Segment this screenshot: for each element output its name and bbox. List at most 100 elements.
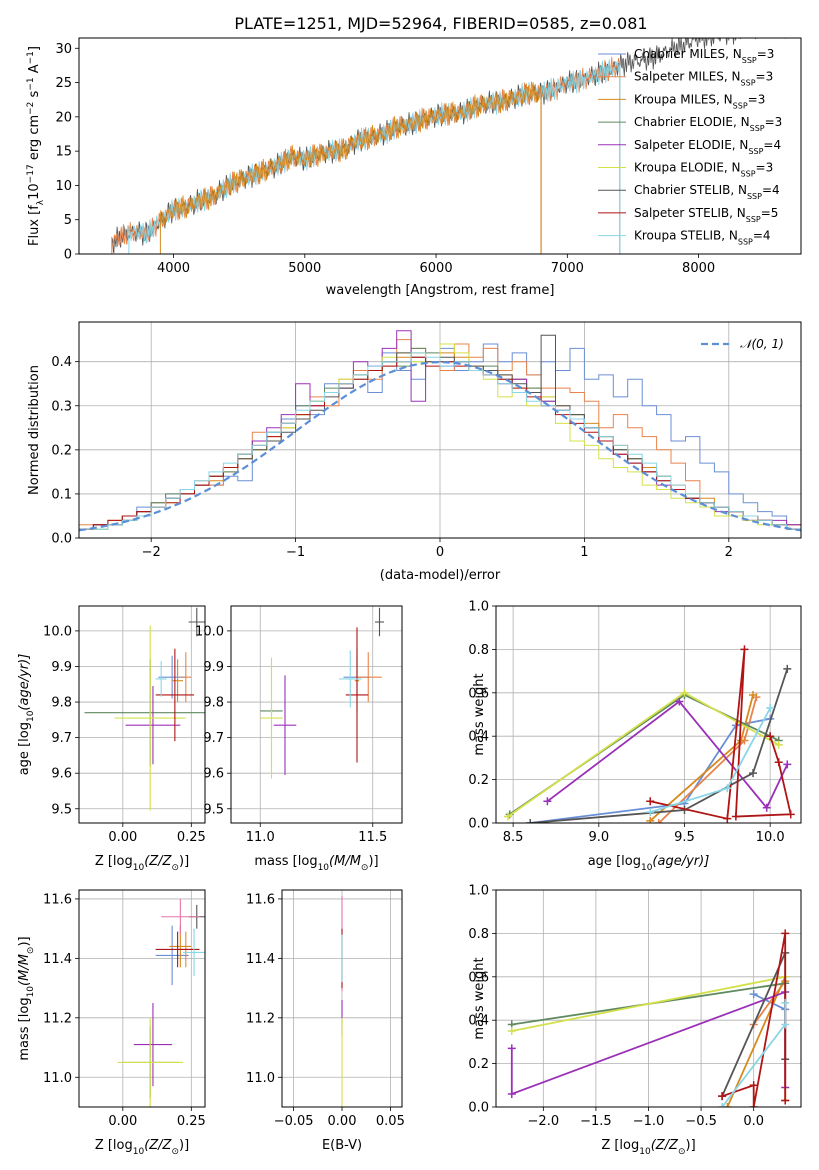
legend-sub: SSP — [741, 78, 756, 87]
weight-vs-age-point-marker — [731, 812, 740, 821]
age-vs-mass-ytick-label: 9.7 — [203, 731, 224, 746]
weight-vs-Z-point-marker — [507, 1027, 516, 1036]
weight-vs-age-point-marker — [762, 803, 771, 812]
weight-vs-Z-ytick-label: 0.2 — [468, 1057, 489, 1072]
age-vs-Z-xlabel: Z [log10(Z/Z⊙)] — [95, 854, 189, 873]
weight-vs-age-point-marker — [723, 784, 732, 793]
spectrum-ytick-label: 10 — [55, 179, 72, 194]
mass-vs-Z-frame — [78, 889, 206, 1108]
weight-vs-age-xlabel-xlabel: age [log — [588, 854, 641, 869]
legend-suffix: =5 — [761, 206, 779, 220]
weight-vs-Z-point-marker — [781, 1096, 790, 1105]
weight-vs-age-point-marker — [737, 736, 746, 745]
spectrum-xtick-label: 6000 — [420, 261, 453, 276]
weight-vs-Z-ytick-label: 0.0 — [468, 1101, 489, 1116]
weight-vs-age-ytick-label: 1.0 — [468, 600, 489, 615]
spectrum-xtick-label: 5000 — [288, 261, 321, 276]
legend-sub: SSP — [738, 237, 753, 246]
weight-vs-Z-point-marker — [723, 1103, 732, 1107]
weight-vs-Z-xtick-label: 0.0 — [743, 1114, 764, 1129]
spectrum-frame — [78, 37, 802, 255]
mass-vs-Z-ytick-label: 11.0 — [43, 1071, 72, 1086]
weight-vs-Z-point-marker — [749, 1081, 758, 1090]
weight-vs-Z-ytick-label: 0.8 — [468, 927, 489, 942]
mass-vs-Z-ylabel-ylabel_sub: 10 — [26, 986, 36, 998]
mass-vs-Z-xtick-label: 0.00 — [108, 1114, 137, 1129]
spectrum-xlabel: wavelength [Angstrom, rest frame] — [326, 283, 555, 298]
legend-label: Kroupa STELIB, N — [634, 229, 738, 243]
age-vs-Z-ytick-label: 9.9 — [51, 660, 72, 675]
spectrum-ylabel-ylabel_sub: λ — [36, 199, 46, 205]
residuals-xtick-label: −1 — [286, 545, 305, 560]
spectrum-model-line — [111, 56, 620, 248]
age-vs-mass-xlabel-xlabel: mass [log — [254, 854, 317, 869]
weight-vs-age-point-marker — [749, 690, 758, 699]
spectrum-xtick-label: 7000 — [551, 261, 584, 276]
mass-vs-Z-ylabel-ylabel: mass [log — [17, 997, 32, 1060]
legend-suffix: =4 — [762, 183, 780, 197]
age-vs-mass-ytick-label: 9.6 — [203, 767, 224, 782]
age-vs-Z-grid — [79, 606, 205, 823]
spectrum-xtick-label: 4000 — [157, 261, 190, 276]
spectrum-ylabel-ylabel_rest3: A — [27, 64, 42, 77]
weight-vs-age-xtick-label: 9.5 — [674, 830, 695, 845]
weight-vs-age-point-marker — [774, 758, 783, 767]
weight-vs-Z-point-marker — [749, 990, 758, 999]
weight-vs-age-point-marker — [749, 769, 758, 778]
mass-vs-Z-ytick-label: 11.6 — [43, 892, 72, 907]
residuals-ylabel: Normed distribution — [27, 365, 42, 495]
mass-vs-Z-xlabel-xlabel_sub2: ⊙ — [171, 1147, 179, 1157]
weight-vs-Z-point-marker — [718, 1092, 727, 1101]
mass-vs-ebv-xtick-label: −0.05 — [274, 1114, 314, 1129]
residuals-xtick-label: −2 — [142, 545, 161, 560]
legend-label: Chabrier MILES, N — [634, 47, 742, 61]
spectrum-ytick-label: 5 — [64, 213, 72, 228]
age-vs-Z-ylabel-ylabel_sub: 10 — [26, 710, 36, 722]
age-vs-Z-ytick-label: 9.6 — [51, 767, 72, 782]
mass-vs-ebv-panel: −0.05 0.00 0.05 11.0 11.2 11.4 11.6 E(B-V) — [246, 889, 405, 1153]
mass-vs-Z-ytick-label: 11.2 — [43, 1011, 72, 1026]
weight-vs-Z-xlabel: Z [log10(Z/Z⊙)] — [601, 1138, 695, 1157]
weight-vs-Z-ytick-label: 0.4 — [468, 1014, 489, 1029]
weight-vs-Z-point-marker — [718, 1103, 727, 1107]
weight-vs-age-point-marker — [740, 645, 749, 654]
residuals-xtick-label: 2 — [725, 545, 733, 560]
weight-vs-age-series-line — [530, 668, 789, 823]
age-vs-Z-xlabel-xlabel: Z [log — [95, 854, 133, 869]
weight-vs-age-point-marker — [646, 797, 655, 806]
weight-vs-Z-point-marker — [781, 998, 790, 1007]
weight-vs-Z-xlabel-xlabel_rest: (Z/Z — [651, 1138, 679, 1153]
weight-vs-Z-xlabel-xlabel: Z [log — [601, 1138, 639, 1153]
age-vs-mass-frame — [230, 605, 403, 824]
weight-vs-age-series-line — [546, 700, 789, 810]
mass-vs-ebv-xtick-label: 0.05 — [376, 1114, 405, 1129]
spectrum-model-line — [111, 38, 786, 254]
spectrum-ytick-label: 30 — [55, 42, 72, 57]
weight-vs-age-series-line — [530, 717, 771, 823]
age-vs-Z-ylabel-ylabel_rest: (age/yr)] — [17, 654, 32, 711]
mass-vs-Z-ylabel-ylabel_rest: (M/M — [17, 954, 32, 986]
mass-vs-ebv-frame — [281, 889, 403, 1108]
weight-vs-Z-point-marker — [507, 1089, 516, 1098]
figure-title: PLATE=1251, MJD=52964, FIBERID=0585, z=0… — [234, 14, 647, 33]
legend-suffix: =3 — [765, 115, 783, 129]
legend-sub: SSP — [748, 146, 763, 155]
mass-vs-Z-ylabel-ylabel_end: )] — [17, 936, 32, 946]
legend-label: Kroupa ELODIE, N — [634, 161, 741, 175]
mass-vs-ebv-ytick-label: 11.2 — [246, 1011, 275, 1026]
legend-suffix: =3 — [757, 47, 775, 61]
weight-vs-age-point-marker — [654, 819, 663, 823]
residuals-xlabel: (data-model)/error — [380, 568, 501, 583]
residuals-ytick-label: 0.4 — [51, 355, 72, 370]
mass-vs-Z-xtick-label: 0.25 — [177, 1114, 206, 1129]
spectrum-panel: 4000 5000 6000 7000 8000 0 5 10 15 20 25 30 Chabrier… — [26, 37, 802, 298]
age-vs-Z-ytick-label: 10.0 — [43, 624, 72, 639]
spectrum-ylabel: Flux [fλ10−17 erg cm−2 s−1 A−1] — [26, 46, 46, 246]
normal-curve — [78, 360, 802, 532]
age-vs-mass-ytick-label: 9.9 — [203, 660, 224, 675]
legend-label: Chabrier STELIB, N — [634, 183, 747, 197]
legend-entry: Salpeter STELIB, NSSP=5 — [634, 206, 778, 224]
weight-vs-age-point-marker — [543, 797, 552, 806]
